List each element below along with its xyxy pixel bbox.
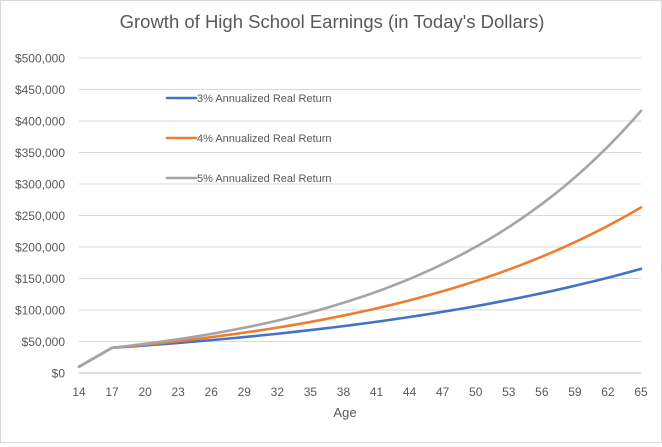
gridlines: [79, 57, 641, 342]
legend-label-1: 3% Annualized Real Return: [197, 93, 332, 105]
x-tick-label: 26: [205, 385, 219, 399]
x-tick-label: 62: [601, 385, 615, 399]
y-tick-label: $400,000: [15, 115, 65, 129]
x-tick-label: 38: [337, 385, 351, 399]
series-line-1: [77, 267, 643, 369]
y-tick-label: $350,000: [15, 146, 65, 160]
x-tick-label: 44: [403, 385, 417, 399]
y-tick-label: $50,000: [22, 335, 66, 349]
chart-title: Growth of High School Earnings (in Today…: [120, 11, 545, 32]
x-tick-label: 50: [469, 385, 483, 399]
y-tick-label: $200,000: [15, 241, 65, 255]
x-tick-label: 56: [535, 385, 549, 399]
legend-label-3: 5% Annualized Real Return: [197, 173, 332, 185]
x-tick-label: 17: [105, 385, 119, 399]
x-tick-label: 29: [238, 385, 252, 399]
y-tick-label: $100,000: [15, 304, 65, 318]
y-tick-label: $450,000: [15, 83, 65, 97]
series-group: [77, 109, 643, 369]
y-axis: $0 $50,000 $100,000 $150,000 $200,000 $250,00…: [15, 52, 65, 381]
legend: 3% Annualized Real Return 4% Annualized R…: [165, 93, 332, 185]
y-tick-label: $150,000: [15, 272, 65, 286]
x-tick-label: 35: [304, 385, 318, 399]
x-tick-label: 41: [370, 385, 384, 399]
x-tick-label: 20: [138, 385, 152, 399]
x-tick-label: 32: [271, 385, 285, 399]
series-line-2: [77, 206, 643, 369]
legend-label-2: 4% Annualized Real Return: [197, 133, 332, 145]
x-tick-label: 59: [568, 385, 582, 399]
x-tick-label: 47: [436, 385, 450, 399]
x-tick-label: 53: [502, 385, 516, 399]
y-tick-label: $250,000: [15, 209, 65, 223]
x-tick-label: 14: [72, 385, 86, 399]
x-tick-label: 65: [634, 385, 648, 399]
x-axis-title: Age: [333, 405, 356, 420]
y-tick-label: $300,000: [15, 178, 65, 192]
series-line-3: [77, 109, 643, 369]
x-tick-label: 23: [171, 385, 185, 399]
y-tick-label: $500,000: [15, 52, 65, 66]
y-tick-label: $0: [52, 367, 66, 381]
x-axis: 14 17 20 23 26 29 32 35 38 41 44 47 50 53 56 59 62 65: [72, 372, 648, 399]
